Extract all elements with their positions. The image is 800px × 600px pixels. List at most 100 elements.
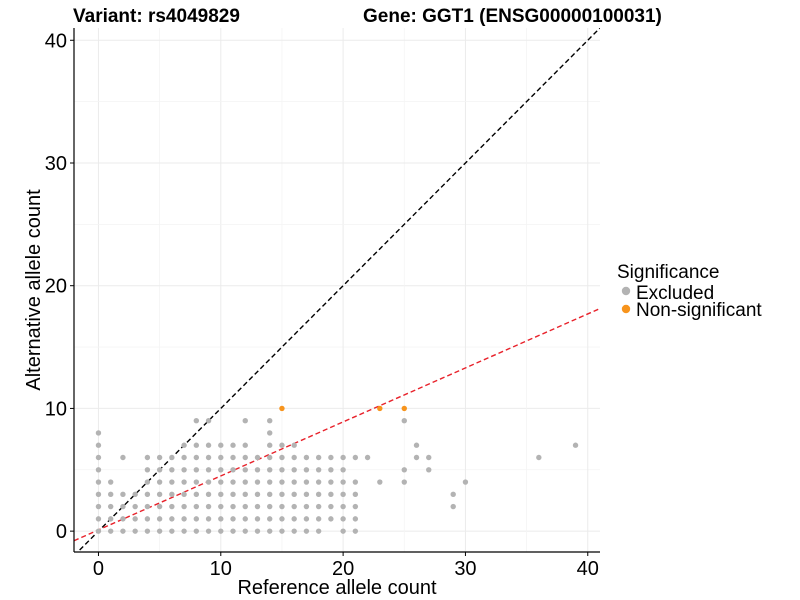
point-excluded (279, 442, 285, 448)
point-excluded (267, 454, 273, 461)
point-excluded (193, 516, 200, 522)
point-excluded (230, 503, 236, 510)
point-excluded (95, 430, 102, 436)
point-excluded (120, 454, 126, 461)
point-excluded (144, 491, 151, 498)
point-excluded (205, 528, 212, 534)
point-excluded (315, 503, 322, 510)
x-tick-label: 40 (577, 558, 599, 580)
point-excluded (267, 503, 273, 510)
point-excluded (193, 491, 200, 498)
point-excluded (328, 479, 334, 485)
point-excluded (181, 442, 187, 448)
point-excluded (340, 467, 346, 473)
point-excluded (401, 467, 407, 473)
point-non-significant (279, 405, 285, 412)
point-excluded (267, 467, 273, 473)
point-excluded (156, 454, 163, 461)
point-excluded (242, 491, 248, 498)
point-excluded (401, 479, 407, 485)
point-excluded (254, 479, 261, 485)
point-excluded (218, 528, 224, 534)
point-excluded (193, 528, 200, 534)
chart-title-variant: Variant: rs4049829 (73, 6, 240, 27)
point-excluded (193, 454, 200, 461)
y-tick-label: 0 (56, 521, 67, 543)
point-excluded (267, 479, 273, 485)
point-excluded (291, 491, 297, 498)
x-axis-label: Reference allele count (237, 577, 436, 599)
point-excluded (169, 491, 175, 498)
point-excluded (120, 516, 126, 522)
point-excluded (328, 454, 334, 461)
chart-title-gene: Gene: GGT1 (ENSG00000100031) (363, 6, 662, 27)
line-identity (76, 28, 600, 552)
point-excluded (132, 503, 138, 510)
point-excluded (450, 503, 456, 510)
point-excluded (352, 479, 359, 485)
point-excluded (242, 516, 248, 522)
point-excluded (315, 479, 322, 485)
point-excluded (352, 454, 359, 461)
point-excluded (315, 467, 322, 473)
x-tick-label: 0 (93, 558, 104, 580)
point-excluded (340, 491, 346, 498)
point-excluded (340, 479, 346, 485)
point-excluded (254, 491, 261, 498)
point-excluded (267, 528, 273, 534)
point-excluded (291, 479, 297, 485)
point-excluded (144, 479, 151, 485)
data-points (95, 405, 579, 534)
point-excluded (254, 528, 261, 534)
point-excluded (181, 528, 187, 534)
point-excluded (462, 479, 469, 485)
point-excluded (279, 454, 285, 461)
legend-key-non-significant (621, 304, 631, 314)
point-excluded (169, 479, 175, 485)
point-excluded (218, 503, 224, 510)
point-excluded (144, 528, 151, 534)
point-excluded (95, 454, 102, 461)
point-excluded (181, 467, 187, 473)
point-excluded (218, 479, 224, 485)
point-excluded (181, 516, 187, 522)
y-tick-label: 20 (45, 276, 67, 298)
point-excluded (144, 516, 151, 522)
point-excluded (450, 491, 456, 498)
point-excluded (181, 454, 187, 461)
point-excluded (426, 454, 432, 461)
y-axis-ticks: 0 10 20 30 40 (45, 30, 74, 543)
point-excluded (205, 503, 212, 510)
point-excluded (169, 454, 175, 461)
point-excluded (144, 467, 151, 473)
point-excluded (340, 503, 346, 510)
point-excluded (107, 516, 114, 522)
point-excluded (230, 528, 236, 534)
point-excluded (230, 467, 236, 473)
point-excluded (95, 516, 102, 522)
point-excluded (95, 491, 102, 498)
reference-lines (74, 28, 600, 552)
point-excluded (413, 454, 420, 461)
y-tick-label: 30 (45, 153, 67, 175)
point-excluded (291, 503, 297, 510)
point-excluded (267, 417, 273, 424)
legend: Significance Excluded Non-significant (617, 262, 762, 321)
point-excluded (169, 467, 175, 473)
point-excluded (132, 491, 138, 498)
point-excluded (230, 479, 236, 485)
point-excluded (169, 503, 175, 510)
point-excluded (242, 479, 248, 485)
point-excluded (254, 516, 261, 522)
point-excluded (95, 503, 102, 510)
point-excluded (426, 467, 432, 473)
point-excluded (193, 467, 200, 473)
point-excluded (328, 503, 334, 510)
point-excluded (205, 417, 212, 424)
point-excluded (156, 479, 163, 485)
point-excluded (181, 479, 187, 485)
point-excluded (230, 491, 236, 498)
point-excluded (303, 528, 310, 534)
point-excluded (181, 503, 187, 510)
